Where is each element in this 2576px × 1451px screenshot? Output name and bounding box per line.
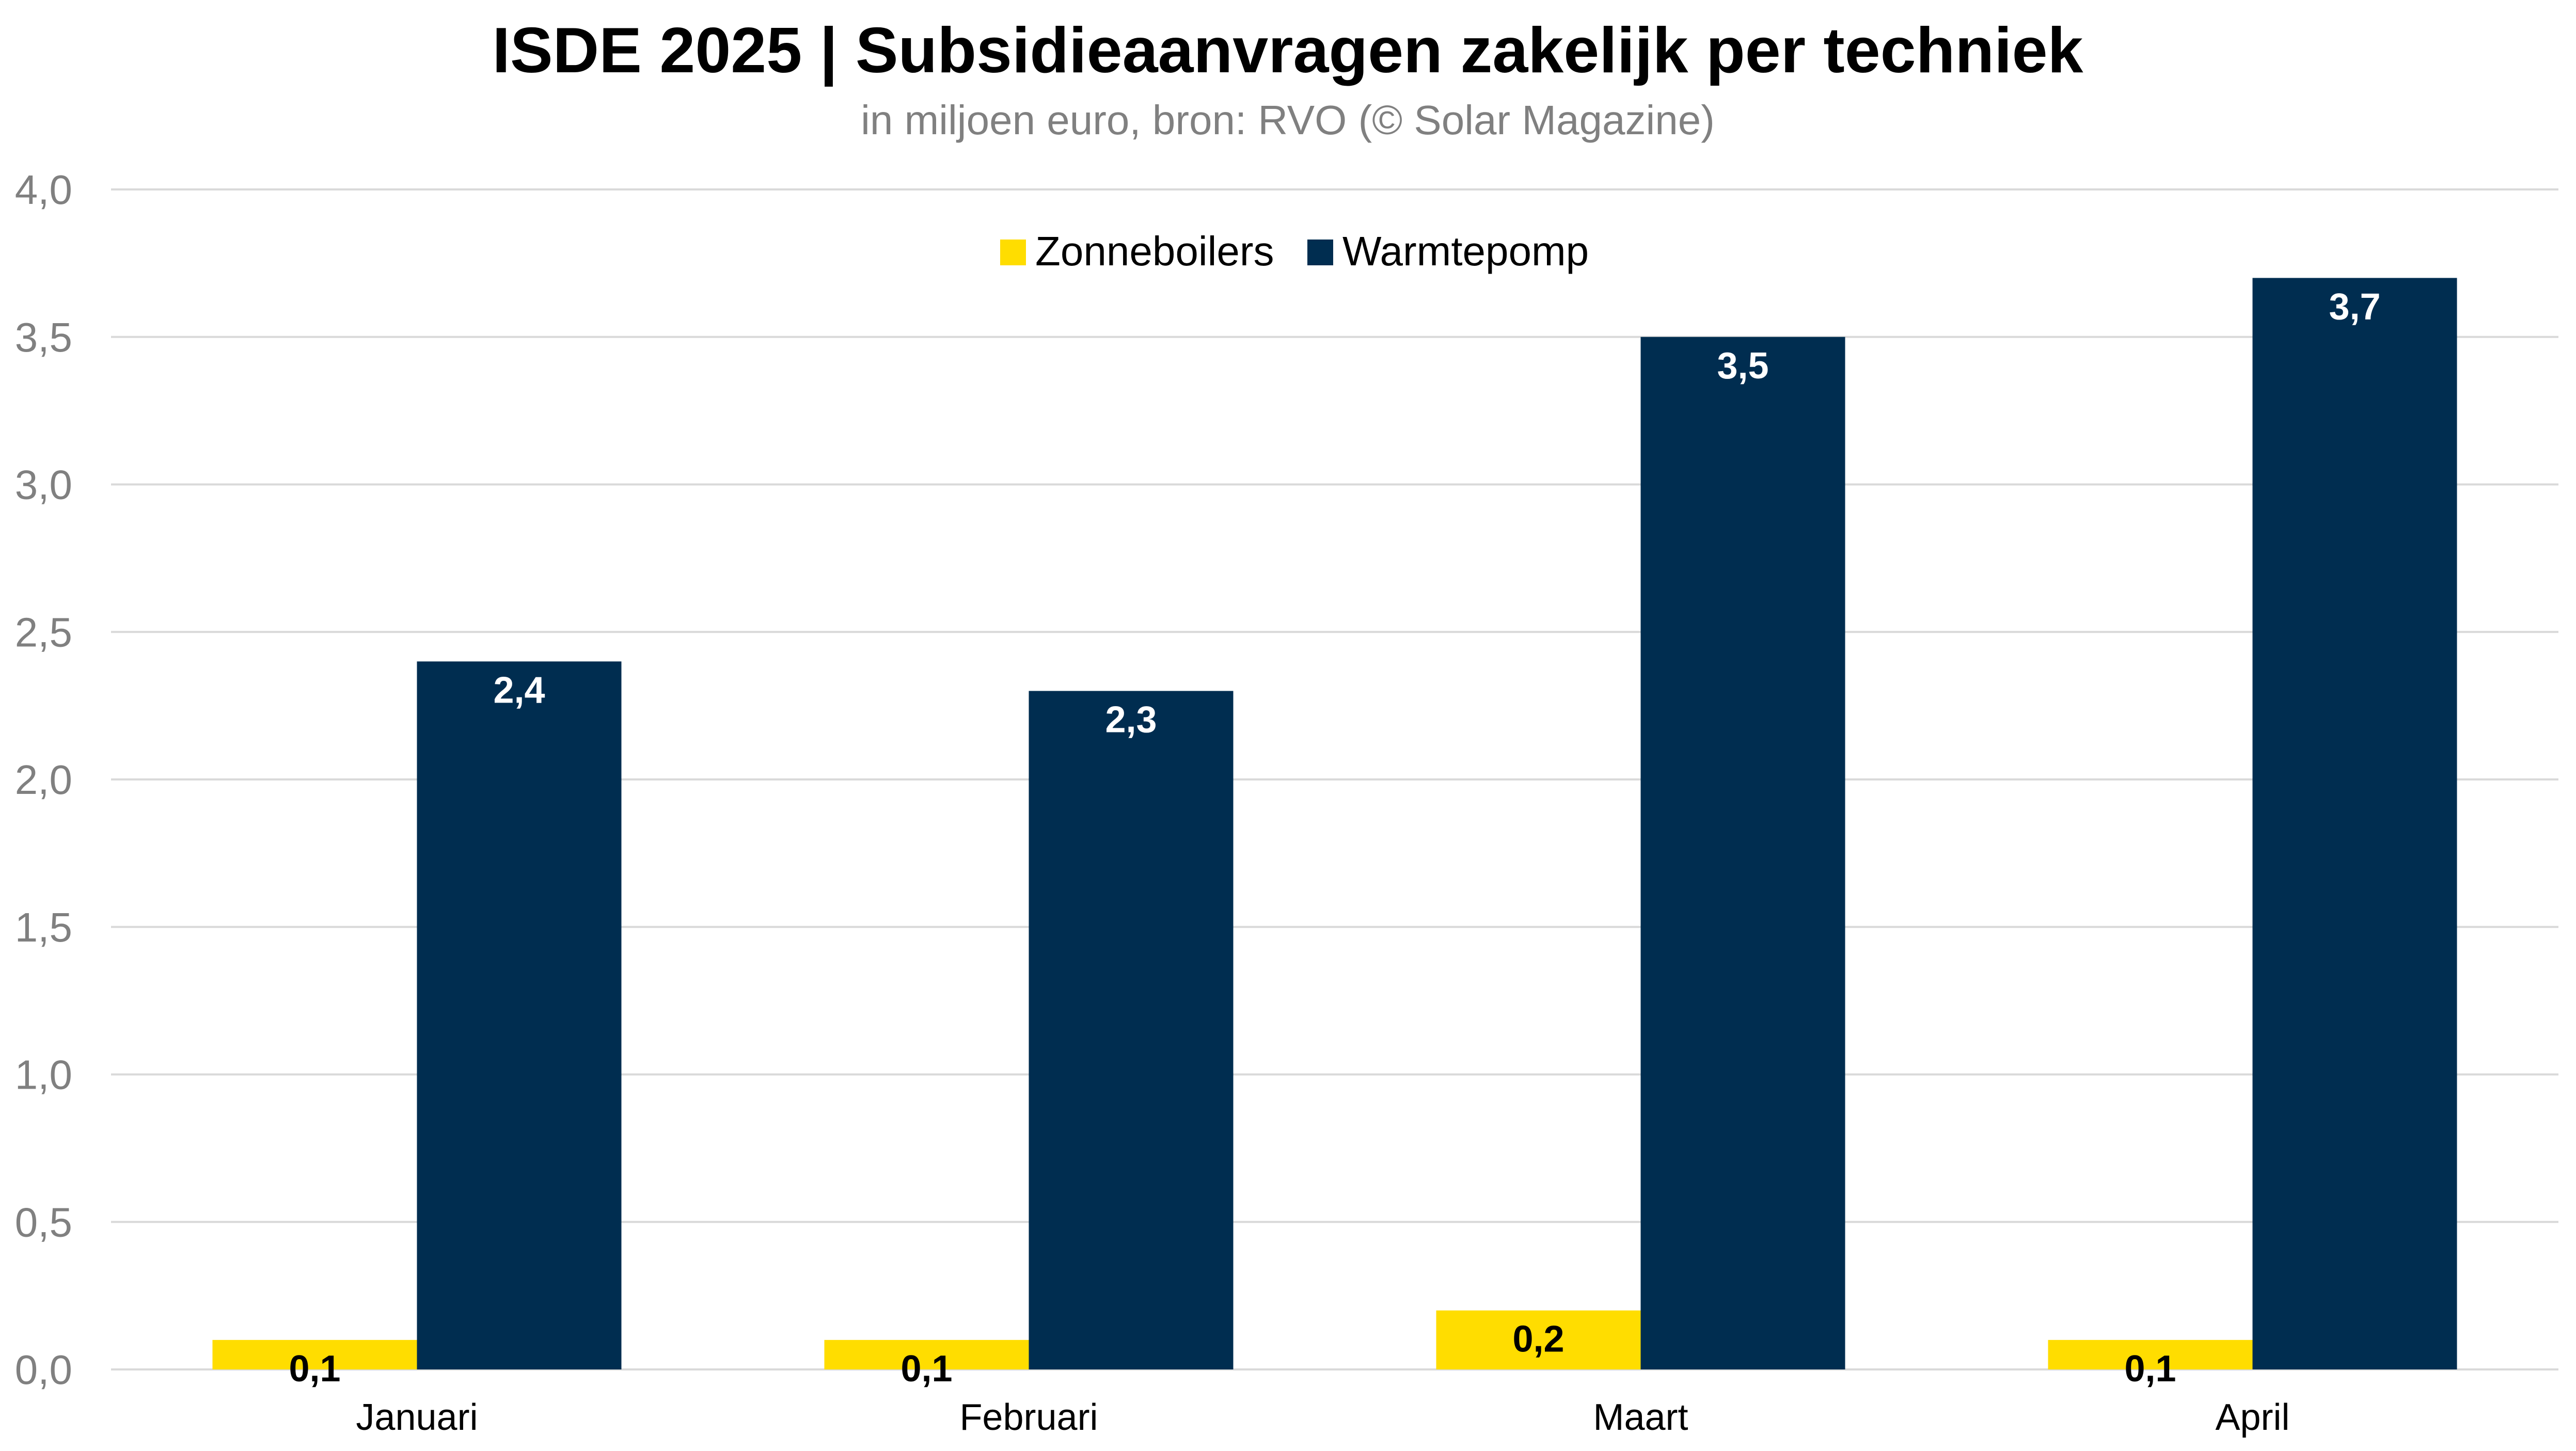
y-tick-label: 4,0 xyxy=(15,167,72,213)
bar-warmtepomp-februari xyxy=(1029,691,1234,1369)
data-label-warmtepomp-maart: 3,5 xyxy=(1717,345,1768,387)
legend-swatch-warmtepomp xyxy=(1307,240,1333,265)
y-tick-label: 3,5 xyxy=(15,314,72,360)
bar-zonneboilers-maart xyxy=(1436,1310,1641,1369)
chart-title: ISDE 2025 | Subsidieaanvragen zakelijk p… xyxy=(493,15,2084,87)
bar-warmtepomp-januari xyxy=(417,661,622,1369)
data-labels: 0,1 2,4 0,1 2,3 0,2 3,5 0,1 3,7 xyxy=(289,286,2380,1389)
y-axis-ticks: 0,0 0,5 1,0 1,5 2,0 2,5 3,0 3,5 4,0 xyxy=(15,167,72,1393)
data-label-warmtepomp-april: 3,7 xyxy=(2329,286,2380,327)
x-category-label: April xyxy=(2215,1397,2289,1438)
y-tick-label: 3,0 xyxy=(15,462,72,508)
data-label-warmtepomp-januari: 2,4 xyxy=(493,669,545,711)
y-tick-label: 2,5 xyxy=(15,609,72,655)
legend-label-zonneboilers: Zonneboilers xyxy=(1035,228,1274,274)
bar-warmtepomp-april xyxy=(2252,278,2457,1370)
data-label-zonneboilers-januari: 0,1 xyxy=(289,1348,340,1390)
data-label-warmtepomp-februari: 2,3 xyxy=(1105,699,1157,741)
bar-warmtepomp-maart xyxy=(1640,337,1845,1369)
data-label-zonneboilers-maart: 0,2 xyxy=(1512,1319,1564,1360)
chart-subtitle: in miljoen euro, bron: RVO (© Solar Maga… xyxy=(861,97,1715,143)
legend-swatch-zonneboilers xyxy=(1000,240,1026,265)
bar-zonneboilers-april xyxy=(2048,1340,2253,1369)
y-tick-label: 2,0 xyxy=(15,757,72,803)
y-tick-label: 0,5 xyxy=(15,1199,72,1245)
x-category-label: Maart xyxy=(1593,1397,1688,1438)
x-category-label: Januari xyxy=(356,1397,478,1438)
legend-label-warmtepomp: Warmtepomp xyxy=(1342,228,1589,274)
x-axis-categories: Januari Februari Maart April xyxy=(356,1397,2289,1438)
data-label-zonneboilers-februari: 0,1 xyxy=(900,1348,952,1390)
bars xyxy=(212,278,2457,1370)
y-tick-label: 1,0 xyxy=(15,1052,72,1098)
data-label-zonneboilers-april: 0,1 xyxy=(2124,1348,2176,1390)
x-category-label: Februari xyxy=(959,1397,1098,1438)
bar-zonneboilers-februari xyxy=(824,1340,1029,1369)
bar-zonneboilers-januari xyxy=(212,1340,417,1369)
legend: Zonneboilers Warmtepomp xyxy=(1000,228,1589,274)
y-tick-label: 1,5 xyxy=(15,904,72,950)
y-tick-label: 0,0 xyxy=(15,1347,72,1393)
